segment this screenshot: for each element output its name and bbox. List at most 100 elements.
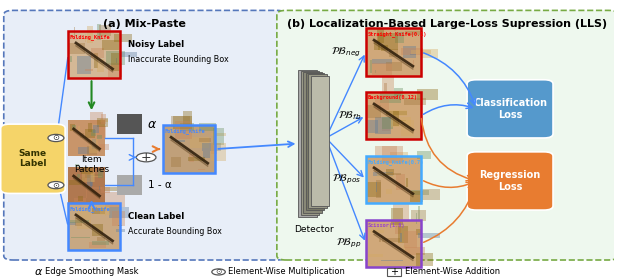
Bar bbox=[163, 126, 216, 173]
Bar bbox=[171, 116, 190, 127]
Bar bbox=[111, 211, 125, 226]
Bar bbox=[421, 49, 438, 58]
Bar bbox=[111, 53, 119, 71]
Bar bbox=[381, 146, 403, 163]
Bar bbox=[381, 117, 393, 129]
Bar bbox=[371, 60, 372, 73]
Text: Element-Wise Addition: Element-Wise Addition bbox=[404, 268, 500, 276]
Bar bbox=[183, 111, 191, 126]
Bar bbox=[104, 187, 118, 191]
Bar bbox=[211, 143, 225, 161]
Bar bbox=[189, 154, 195, 162]
Bar bbox=[71, 237, 90, 238]
Bar bbox=[90, 181, 92, 189]
Bar bbox=[90, 242, 106, 248]
Bar bbox=[306, 73, 324, 210]
Bar bbox=[173, 116, 192, 129]
Bar bbox=[385, 111, 407, 115]
Text: Same
Label: Same Label bbox=[19, 149, 47, 169]
Bar bbox=[372, 63, 392, 75]
Bar bbox=[381, 45, 388, 50]
Bar bbox=[366, 220, 421, 267]
Bar bbox=[92, 173, 93, 182]
Bar bbox=[211, 143, 218, 154]
Bar bbox=[367, 254, 383, 257]
Bar bbox=[420, 189, 440, 200]
Bar bbox=[372, 59, 392, 64]
Bar bbox=[376, 182, 377, 192]
Bar bbox=[366, 156, 421, 203]
Bar bbox=[120, 52, 137, 57]
Bar bbox=[366, 156, 421, 203]
Text: $\mathcal{PB}_{pos}$: $\mathcal{PB}_{pos}$ bbox=[332, 173, 361, 186]
Bar bbox=[69, 222, 76, 225]
Bar bbox=[203, 151, 210, 158]
Bar bbox=[412, 50, 431, 54]
Bar bbox=[106, 51, 125, 64]
Bar bbox=[383, 118, 390, 131]
Text: Noisy Label: Noisy Label bbox=[128, 40, 184, 49]
Bar bbox=[91, 203, 109, 205]
Circle shape bbox=[48, 182, 64, 189]
Bar bbox=[69, 180, 81, 185]
Bar bbox=[86, 146, 97, 155]
Bar bbox=[403, 245, 410, 253]
Bar bbox=[390, 117, 411, 127]
Bar bbox=[68, 43, 85, 54]
Bar bbox=[77, 56, 92, 74]
Bar bbox=[82, 171, 95, 182]
Bar bbox=[81, 177, 85, 182]
Bar bbox=[117, 114, 142, 134]
Bar bbox=[70, 56, 72, 61]
Text: Folding_Knife: Folding_Knife bbox=[165, 128, 205, 134]
Bar bbox=[114, 35, 132, 42]
Bar bbox=[386, 189, 392, 194]
Bar bbox=[416, 229, 420, 235]
Bar bbox=[100, 119, 108, 122]
Bar bbox=[84, 47, 92, 48]
Text: Background(0.12): Background(0.12) bbox=[367, 95, 417, 100]
Bar bbox=[77, 174, 81, 178]
Bar bbox=[92, 187, 102, 189]
Bar bbox=[97, 59, 104, 72]
Bar bbox=[382, 75, 394, 93]
Text: +: + bbox=[390, 267, 398, 277]
Bar bbox=[374, 40, 380, 50]
Text: +: + bbox=[141, 151, 152, 164]
Bar bbox=[394, 22, 396, 31]
Bar bbox=[417, 151, 431, 158]
Bar bbox=[97, 119, 108, 127]
Text: Accurate Bounding Box: Accurate Bounding Box bbox=[128, 227, 221, 236]
Bar bbox=[68, 203, 120, 250]
Bar bbox=[99, 186, 100, 190]
Bar bbox=[371, 230, 384, 233]
Bar bbox=[175, 121, 192, 139]
Bar bbox=[68, 120, 105, 156]
Bar bbox=[92, 224, 102, 236]
Bar bbox=[366, 220, 421, 267]
Bar bbox=[376, 180, 381, 198]
Bar bbox=[92, 241, 109, 245]
Bar bbox=[396, 174, 405, 190]
Bar bbox=[94, 53, 99, 68]
Circle shape bbox=[48, 134, 64, 141]
Bar bbox=[416, 252, 433, 266]
FancyBboxPatch shape bbox=[277, 10, 618, 260]
Bar bbox=[81, 133, 84, 138]
Bar bbox=[380, 93, 401, 103]
Bar bbox=[101, 114, 106, 124]
Bar bbox=[366, 182, 381, 198]
Bar bbox=[92, 48, 104, 58]
Bar bbox=[375, 117, 390, 134]
Bar bbox=[97, 135, 102, 140]
Bar bbox=[375, 69, 376, 73]
Bar bbox=[367, 51, 371, 52]
Text: Clean Label: Clean Label bbox=[128, 212, 184, 221]
Text: Detector: Detector bbox=[294, 225, 333, 234]
Bar bbox=[404, 98, 426, 105]
Bar bbox=[379, 239, 381, 242]
Text: Regression
Loss: Regression Loss bbox=[479, 170, 541, 192]
Bar bbox=[390, 208, 403, 225]
Bar bbox=[74, 198, 86, 202]
Bar bbox=[393, 204, 409, 222]
